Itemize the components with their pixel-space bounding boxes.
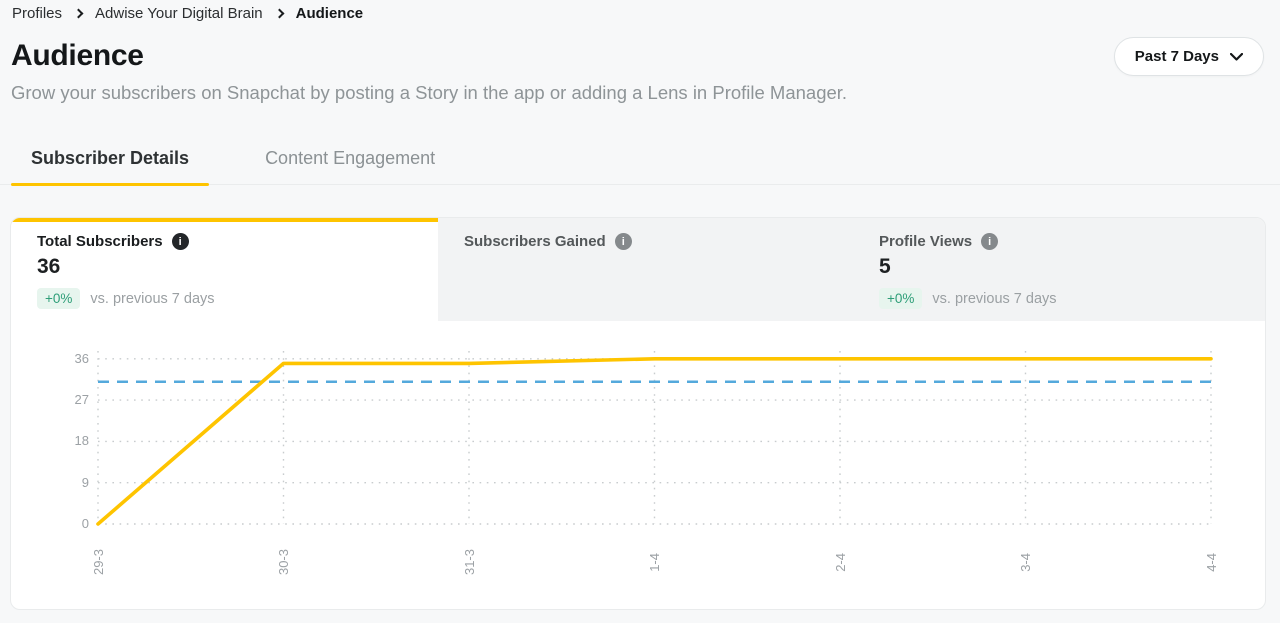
change-caption: vs. previous 7 days (932, 290, 1057, 307)
change-badge: +0% (37, 288, 81, 309)
tab-bar: Subscriber Details Content Engagement (0, 146, 1280, 186)
page-title: Audience (11, 39, 144, 72)
x-axis-tick-label: 29-3 (90, 548, 106, 576)
x-axis-tick-label: 1-4 (647, 552, 662, 572)
x-axis-tick-label: 31-3 (461, 548, 477, 576)
y-axis-tick-label: 27 (74, 392, 89, 408)
x-axis-tick-label: 30-3 (276, 548, 291, 576)
tab-content-engagement[interactable]: Content Engagement (265, 148, 436, 168)
stat-card-profile-views[interactable]: Profile Views i 5 +0% vs. previous 7 day… (853, 218, 1265, 321)
subscribers-line-chart[interactable] (96, 351, 1213, 526)
chevron-right-icon (274, 8, 285, 19)
stat-card-title: Total Subscribers (37, 233, 163, 250)
breadcrumb-profiles[interactable]: Profiles (12, 5, 63, 22)
chevron-right-icon (73, 8, 84, 19)
info-icon[interactable]: i (981, 233, 999, 250)
stat-cards-row: Total Subscribers i 36 +0% vs. previous … (11, 218, 1265, 321)
x-axis-tick-label: 4-4 (1203, 552, 1219, 572)
stat-card-value: 5 (879, 255, 891, 278)
page-subtitle: Grow your subscribers on Snapchat by pos… (11, 82, 848, 103)
breadcrumb-profile-name[interactable]: Adwise Your Digital Brain (95, 5, 263, 22)
date-range-label: Past 7 Days (1134, 48, 1219, 65)
y-axis-tick-label: 0 (81, 516, 89, 531)
stat-card-total-subscribers[interactable]: Total Subscribers i 36 +0% vs. previous … (11, 218, 438, 321)
stat-card-subscribers-gained[interactable]: Subscribers Gained i (438, 218, 853, 321)
y-axis-tick-label: 9 (81, 474, 89, 490)
tab-subscriber-details[interactable]: Subscriber Details (11, 146, 210, 186)
stat-card-title: Subscribers Gained (464, 233, 606, 250)
y-axis-tick-label: 36 (74, 350, 89, 366)
x-axis-tick-label: 3-4 (1018, 552, 1033, 572)
y-axis-tick-label: 18 (74, 433, 89, 449)
change-badge: +0% (879, 288, 923, 309)
stat-card-value: 36 (37, 255, 61, 278)
chevron-down-icon (1230, 52, 1243, 61)
x-axis-tick-label: 2-4 (832, 552, 848, 572)
change-caption: vs. previous 7 days (90, 290, 215, 307)
subscriber-details-panel: Total Subscribers i 36 +0% vs. previous … (10, 217, 1266, 610)
date-range-button[interactable]: Past 7 Days (1113, 37, 1264, 76)
info-icon[interactable]: i (171, 233, 189, 250)
breadcrumb: Profiles Adwise Your Digital Brain Audie… (12, 5, 363, 22)
stat-card-title: Profile Views (879, 233, 973, 250)
info-icon[interactable]: i (614, 233, 632, 250)
breadcrumb-audience: Audience (295, 5, 364, 22)
